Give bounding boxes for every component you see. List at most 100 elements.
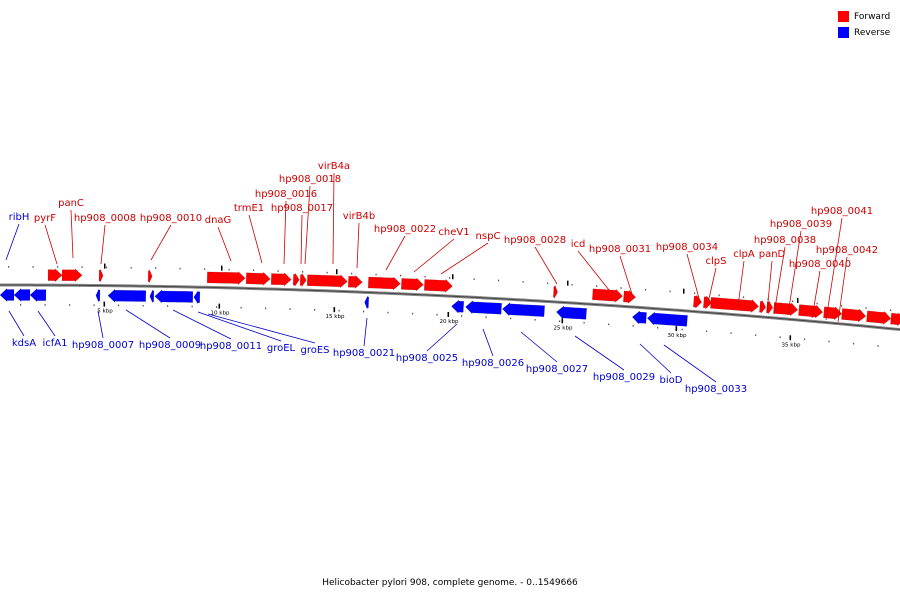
- forward-gene-arrow: [798, 304, 824, 319]
- reverse-gene-label-line: [8, 310, 25, 337]
- reverse-gene-label: groES: [300, 345, 329, 356]
- minor-tick-lower: [755, 334, 757, 336]
- minor-tick-lower: [510, 317, 512, 320]
- minor-tick-lower: [583, 321, 585, 324]
- forward-gene-arrow: [592, 288, 623, 303]
- legend: Forward Reverse: [838, 9, 890, 41]
- minor-tick-lower: [338, 309, 340, 312]
- genome-backbone-core: [0, 284, 900, 331]
- forward-gene-arrow: [423, 278, 453, 293]
- forward-gene-label-line: [534, 246, 558, 285]
- forward-gene-label: hp908_0034: [656, 242, 718, 253]
- major-tick: [675, 326, 678, 332]
- forward-gene-label: dnaG: [205, 215, 232, 226]
- reverse-gene-arrow: [0, 287, 15, 303]
- minor-tick-lower: [289, 308, 291, 310]
- reverse-gene-label-line: [663, 344, 717, 383]
- minor-tick-lower: [534, 319, 536, 321]
- forward-gene-label: hp908_0010: [140, 213, 202, 224]
- major-tick: [447, 312, 450, 318]
- minor-tick-upper: [32, 266, 34, 268]
- minor-tick-lower: [436, 313, 438, 316]
- minor-tick-lower: [412, 312, 414, 315]
- forward-gene-label: hp908_0028: [504, 235, 566, 246]
- scale-label: 20 kbp: [440, 319, 459, 325]
- minor-tick-upper: [669, 290, 671, 293]
- forward-gene-arrow: [623, 289, 637, 304]
- forward-gene-label-line: [737, 260, 745, 307]
- minor-tick-upper: [302, 271, 304, 273]
- minor-tick-upper: [351, 272, 353, 275]
- reverse-gene-label: hp908_0025: [396, 353, 458, 364]
- major-tick-upper: [221, 265, 223, 271]
- reverse-gene-label-line: [125, 309, 171, 339]
- major-tick: [561, 318, 564, 324]
- forward-gene-label-line: [300, 214, 303, 265]
- minor-tick-upper: [547, 282, 549, 285]
- forward-gene-arrow: [245, 271, 271, 286]
- minor-tick-upper: [130, 266, 132, 269]
- forward-gene-label: hp908_0040: [789, 259, 851, 270]
- forward-gene-arrow: [270, 272, 292, 287]
- scale-label: 35 kbp: [782, 342, 801, 348]
- forward-gene-arrow: [47, 268, 63, 283]
- forward-gene-label: clpA: [733, 249, 755, 260]
- reverse-gene-label: kdsA: [12, 338, 36, 349]
- minor-tick-lower: [240, 306, 242, 309]
- forward-gene-arrow: [890, 312, 900, 327]
- minor-tick-lower: [44, 304, 46, 306]
- minor-tick-upper: [743, 296, 745, 298]
- major-tick-upper: [452, 274, 454, 280]
- reverse-gene-label: hp908_0021: [333, 348, 395, 359]
- forward-gene-label-line: [70, 209, 74, 259]
- reverse-gene-arrow: [451, 299, 465, 314]
- minor-tick-upper: [253, 269, 255, 272]
- forward-gene-label: hp908_0042: [816, 245, 878, 256]
- forward-gene-label-line: [619, 255, 633, 295]
- reverse-gene-arrow: [556, 305, 587, 320]
- reverse-gene-label: icfA1: [43, 338, 68, 349]
- forward-gene-arrow: [292, 272, 300, 288]
- minor-tick-upper: [179, 267, 181, 270]
- reverse-gene-label-line: [97, 310, 104, 339]
- minor-tick-lower: [363, 310, 365, 313]
- minor-tick-lower: [559, 320, 561, 323]
- reverse-gene-arrow: [193, 289, 201, 305]
- legend-reverse: Reverse: [838, 25, 890, 40]
- forward-gene-label-line: [413, 238, 455, 273]
- forward-gene-arrow: [823, 306, 843, 321]
- minor-tick-upper: [8, 266, 10, 268]
- minor-tick-upper: [228, 268, 230, 271]
- minor-tick-lower: [265, 307, 267, 310]
- reverse-gene-arrow: [154, 289, 194, 304]
- forward-gene-label-line: [787, 230, 802, 315]
- minor-tick-upper: [155, 267, 157, 269]
- minor-tick-lower: [118, 304, 120, 307]
- minor-tick-lower: [20, 304, 22, 306]
- reverse-gene-label: hp908_0033: [685, 384, 747, 395]
- forward-gene-label: hp908_0018: [279, 174, 341, 185]
- reverse-gene-arrow: [29, 288, 47, 303]
- minor-tick-lower: [730, 332, 732, 334]
- forward-gene-arrow: [306, 274, 348, 289]
- forward-gene-arrow: [147, 269, 153, 283]
- minor-tick-upper: [204, 268, 206, 270]
- genome-caption: Helicobacter pylori 908, complete genome…: [322, 578, 578, 588]
- minor-tick-upper: [277, 270, 279, 272]
- forward-gene-label: hp908_0031: [589, 244, 651, 255]
- reverse-gene-label: hp908_0026: [462, 358, 524, 369]
- scale-label: 30 kbp: [668, 333, 687, 339]
- legend-forward-label: Forward: [854, 11, 891, 22]
- forward-gene-label: panD: [759, 249, 786, 260]
- reverse-gene-label-line: [172, 309, 232, 340]
- forward-gene-label: hp908_0041: [811, 206, 873, 217]
- forward-gene-label: nspC: [476, 231, 501, 242]
- forward-gene-arrow: [703, 295, 713, 310]
- forward-gene-arrow: [693, 294, 703, 309]
- reverse-gene-label-line: [520, 331, 558, 363]
- reverse-gene-label-line: [37, 310, 56, 337]
- minor-tick-upper: [694, 292, 696, 295]
- forward-gene-label-line: [707, 267, 717, 304]
- forward-gene-label: cheV1: [438, 227, 469, 238]
